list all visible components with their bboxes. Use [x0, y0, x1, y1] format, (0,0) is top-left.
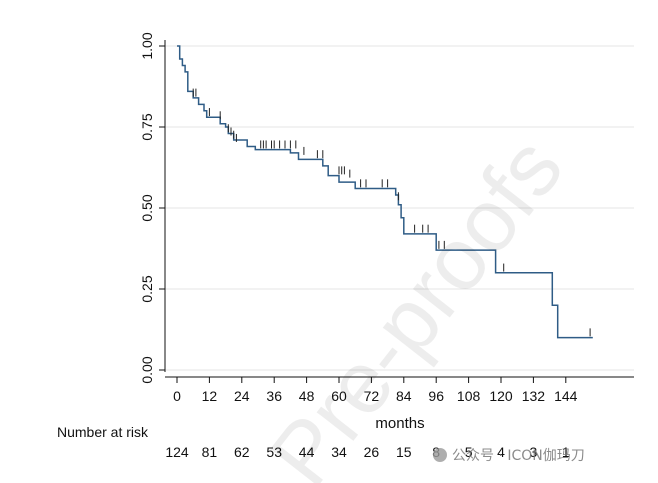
at-risk-count: 124 — [165, 444, 189, 460]
x-tick-label: 72 — [364, 388, 380, 404]
x-tick-label: 132 — [522, 388, 546, 404]
x-tick-label: 96 — [428, 388, 444, 404]
at-risk-count: 81 — [202, 444, 218, 460]
x-tick-label: 108 — [457, 388, 481, 404]
at-risk-count: 62 — [234, 444, 250, 460]
at-risk-count: 53 — [266, 444, 282, 460]
y-tick-label: 0.50 — [139, 194, 155, 221]
at-risk-count: 4 — [497, 444, 505, 460]
wechat-icon — [433, 448, 447, 462]
x-tick-label: 120 — [489, 388, 513, 404]
at-risk-count: 3 — [530, 444, 538, 460]
x-tick-labels: 0 12 24 36 48 60 72 84 96 108 120 132 144 — [173, 388, 578, 404]
x-tick-label: 48 — [299, 388, 315, 404]
at-risk-count: 44 — [299, 444, 315, 460]
x-tick-label: 84 — [396, 388, 412, 404]
x-tick-label: 36 — [266, 388, 282, 404]
at-risk-count: 15 — [396, 444, 412, 460]
y-tick-label: 0.00 — [139, 356, 155, 383]
x-tick-label: 24 — [234, 388, 250, 404]
x-tick-label: 0 — [173, 388, 181, 404]
at-risk-count: 5 — [465, 444, 473, 460]
x-tick-label: 144 — [554, 388, 578, 404]
wechat-credit-text: 公众号 · ICON伽玛刀 — [452, 448, 585, 464]
y-tick-labels: 0.00 0.25 0.50 0.75 1.00 — [139, 32, 155, 383]
y-tick-label: 0.75 — [139, 113, 155, 140]
axes — [159, 40, 634, 383]
wechat-credit: 公众号 · ICON伽玛刀 — [433, 448, 585, 464]
at-risk-count: 1 — [562, 444, 570, 460]
y-tick-label: 1.00 — [139, 32, 155, 59]
gridlines — [165, 45, 634, 371]
number-at-risk-label: Number at risk — [57, 424, 149, 440]
x-axis-title: months — [375, 415, 424, 432]
at-risk-count: 26 — [364, 444, 380, 460]
x-tick-label: 60 — [331, 388, 347, 404]
x-tick-label: 12 — [202, 388, 218, 404]
at-risk-count: 34 — [331, 444, 347, 460]
y-tick-label: 0.25 — [139, 275, 155, 302]
survival-curve — [177, 45, 593, 339]
